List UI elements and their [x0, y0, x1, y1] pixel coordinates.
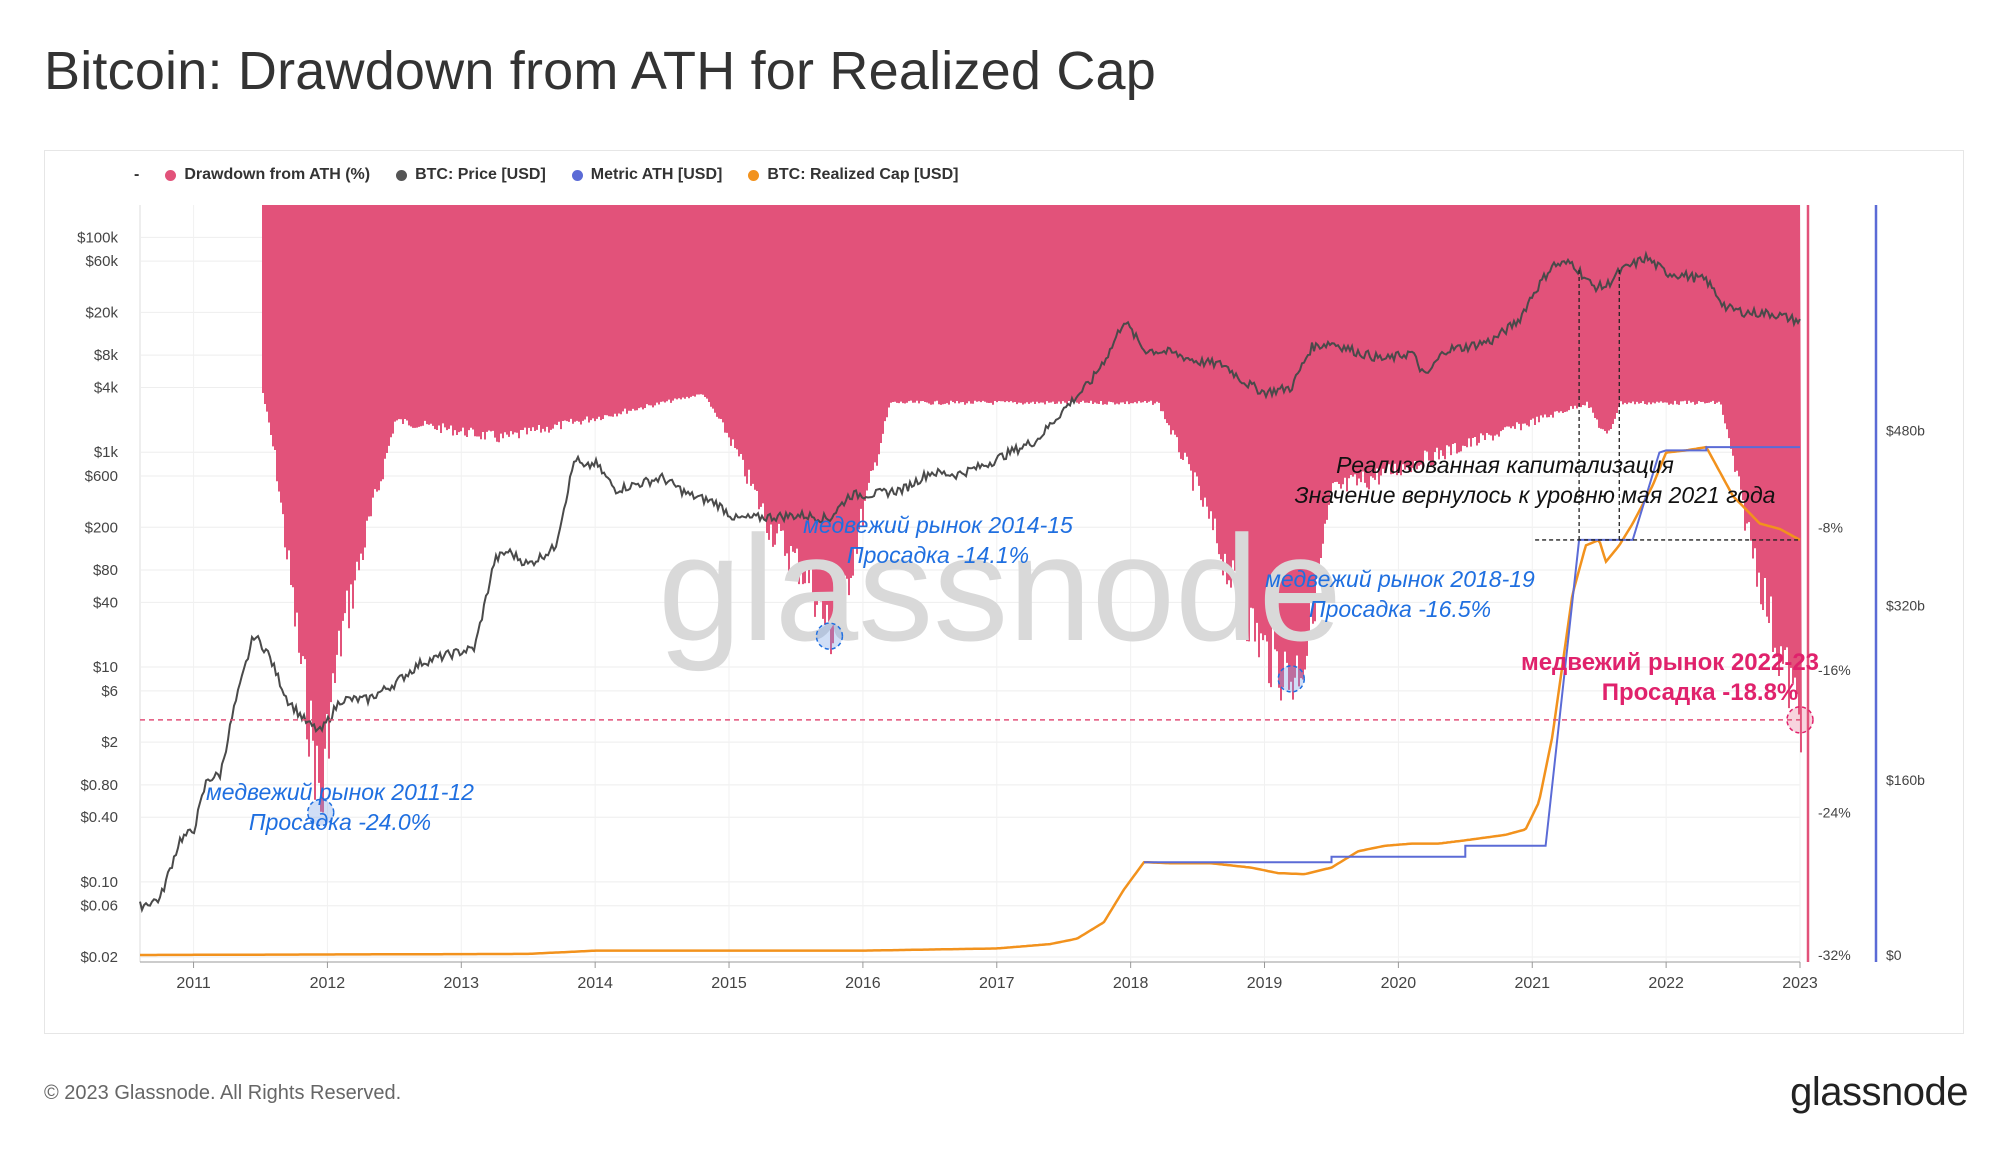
y-left-tick-label: $60k: [85, 253, 118, 270]
brand-logo: glassnode: [1790, 1070, 1968, 1114]
x-tick-label: 2011: [176, 975, 211, 992]
annotation-realized-line1: Реализованная капитализация: [1336, 452, 1674, 478]
legend-item-price[interactable]: BTC: Price [USD]: [396, 166, 546, 184]
legend-item-realized-cap[interactable]: BTC: Realized Cap [USD]: [748, 166, 958, 184]
y-realized-tick-label: $0: [1886, 947, 1902, 963]
legend-label: BTC: Realized Cap [USD]: [767, 166, 959, 183]
chart-panel: [44, 150, 1964, 1034]
copyright: © 2023 Glassnode. All Rights Reserved.: [44, 1082, 402, 1104]
annotation-2011-line2: Просадка -24.0%: [249, 809, 431, 835]
watermark: glassnode: [658, 504, 1342, 672]
legend-dot-icon: [165, 169, 177, 181]
legend: - Drawdown from ATH (%) BTC: Price [USD]…: [134, 166, 958, 184]
x-tick-label: 2019: [1247, 975, 1283, 992]
price-series: [139, 250, 1801, 914]
legend-dot-icon: [748, 169, 760, 181]
y-left-tick-label: $10: [93, 659, 118, 676]
y-drawdown-tick-label: -24%: [1818, 805, 1851, 821]
annotation-2022-line2: Просадка -18.8%: [1602, 679, 1799, 706]
y-left-tick-label: $600: [85, 468, 118, 485]
price-line: [139, 250, 1801, 914]
annotation-2018-line2: Просадка -16.5%: [1309, 596, 1491, 622]
y-left-tick-label: $100k: [77, 229, 118, 246]
legend-dot-icon: [396, 169, 408, 181]
y-left-tick-label: $4k: [94, 380, 119, 397]
bear-market-marker: [1786, 706, 1814, 734]
bear-market-marker: [1277, 665, 1306, 693]
y-left-tick-label: $8k: [94, 347, 119, 364]
y-realized-tick-label: $320b: [1886, 597, 1925, 613]
y-left-tick-label: $0.10: [80, 874, 118, 891]
y-left-tick-label: $0.40: [80, 809, 118, 826]
bear-markers: [306, 622, 1814, 827]
y-left-tick-label: $0.80: [80, 777, 118, 794]
y-realized-tick-label: $480b: [1886, 423, 1925, 439]
x-tick-label: 2014: [577, 975, 613, 992]
y-left-tick-label: $0.06: [80, 898, 118, 915]
axes: $100k $60k $20k $8k $4k $1k $600 $200 $80 $40 $10 $…: [77, 205, 1925, 992]
legend-label: Metric ATH [USD]: [590, 166, 723, 183]
chart-title: Bitcoin: Drawdown from ATH for Realized …: [44, 41, 1157, 101]
reference-lines: [140, 270, 1800, 721]
y-drawdown-tick-label: -16%: [1818, 662, 1851, 678]
y-left-tick-label: $6: [101, 683, 118, 700]
y-left-tick-label: $200: [85, 519, 118, 536]
x-tick-label: 2021: [1514, 975, 1550, 992]
annotation-2022-line1: медвежий рынок 2022-23: [1521, 649, 1819, 676]
y-left-tick-label: $0.02: [80, 949, 118, 966]
legend-label: Drawdown from ATH (%): [184, 166, 371, 183]
legend-dash: -: [134, 166, 140, 183]
legend-label: BTC: Price [USD]: [415, 166, 546, 183]
annotation-2014-line1: медвежий рынок 2014-15: [803, 512, 1073, 538]
bear-market-marker: [306, 798, 335, 827]
x-tick-label: 2013: [443, 975, 479, 992]
y-left-tick-label: $40: [93, 594, 118, 611]
x-tick-label: 2016: [845, 975, 881, 992]
y-left-tick-label: $2: [101, 734, 118, 751]
x-tick-label: 2012: [310, 975, 346, 992]
annotation-2011-line1: медвежий рынок 2011-12: [206, 779, 474, 805]
realized-cap-line: [140, 445, 1801, 957]
realized-cap-series: [140, 445, 1801, 957]
x-tick-label: 2015: [711, 975, 747, 992]
bear-market-marker: [815, 622, 844, 650]
annotation-realized-line2: Значение вернулось к уровню мая 2021 год…: [1295, 482, 1776, 508]
legend-dot-icon: [571, 169, 583, 181]
x-tick-label: 2023: [1782, 975, 1818, 992]
y-drawdown-tick-label: -8%: [1818, 520, 1843, 536]
x-tick-label: 2020: [1381, 975, 1417, 992]
x-tick-label: 2018: [1113, 975, 1149, 992]
legend-item-metric-ath[interactable]: Metric ATH [USD]: [571, 166, 723, 184]
annotation-2018-line1: медвежий рынок 2018-19: [1265, 566, 1535, 592]
y-left-tick-label: $1k: [94, 444, 119, 461]
y-left-tick-label: $80: [93, 562, 118, 579]
x-tick-label: 2017: [979, 975, 1015, 992]
legend-item-drawdown[interactable]: Drawdown from ATH (%): [165, 166, 370, 184]
annotation-2014-line2: Просадка -14.1%: [847, 542, 1029, 568]
y-left-tick-label: $20k: [85, 304, 118, 321]
y-realized-tick-label: $160b: [1886, 772, 1925, 788]
x-tick-label: 2022: [1648, 975, 1684, 992]
y-drawdown-tick-label: -32%: [1818, 947, 1851, 963]
